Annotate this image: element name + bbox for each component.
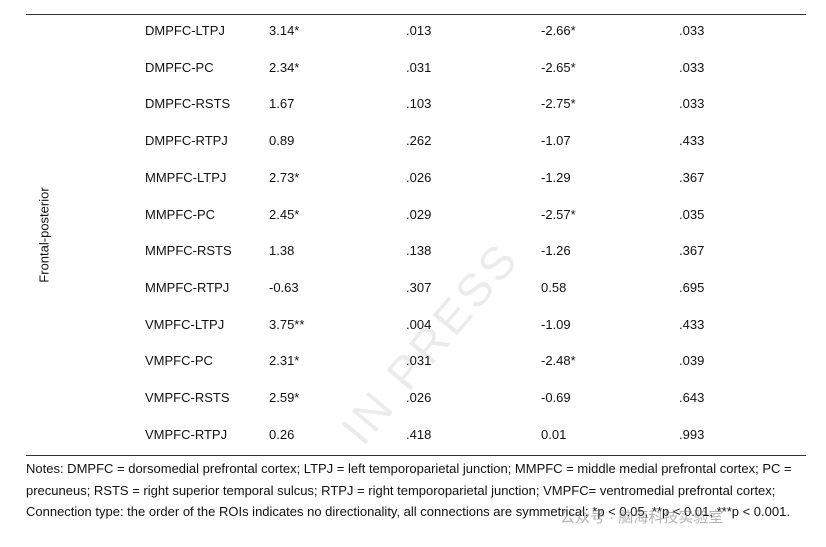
p-value-1: .029 xyxy=(406,206,432,222)
stat-1: -0.63 xyxy=(269,279,299,295)
p-value-2: .033 xyxy=(679,59,705,75)
roi-pair: VMPFC-LTPJ xyxy=(145,316,225,332)
stat-1: 1.38 xyxy=(269,243,295,259)
stat-2: -1.29 xyxy=(541,169,571,185)
roi-pair: MMPFC-RSTS xyxy=(145,243,232,259)
p-value-2: .035 xyxy=(679,206,705,222)
roi-pair: DMPFC-RTPJ xyxy=(145,133,228,149)
stat-1: 2.59* xyxy=(269,390,300,405)
p-value-1: .031 xyxy=(406,59,432,75)
p-value-2: .433 xyxy=(679,316,705,332)
p-value-1: .026 xyxy=(406,390,432,405)
p-value-1: .031 xyxy=(406,353,432,369)
stat-2: -2.66* xyxy=(541,23,576,38)
stat-1: 0.26 xyxy=(269,426,295,442)
notes: Notes: DMPFC = dorsomedial prefrontal co… xyxy=(26,461,792,519)
p-value-2: .695 xyxy=(679,279,705,295)
bottom-rule xyxy=(26,455,806,456)
p-value-2: .433 xyxy=(679,133,705,149)
p-value-1: .004 xyxy=(406,316,432,332)
stat-1: 2.31* xyxy=(269,353,300,369)
stat-1: 1.67 xyxy=(269,96,295,112)
p-value-1: .418 xyxy=(406,426,432,442)
p-value-1: .013 xyxy=(406,23,432,38)
stat-2: -2.48* xyxy=(541,353,576,369)
roi-pair: DMPFC-RSTS xyxy=(145,96,231,112)
roi-pair: DMPFC-LTPJ xyxy=(145,23,225,38)
p-value-2: .033 xyxy=(679,23,705,38)
stat-2: -0.69 xyxy=(541,390,571,405)
stat-2: -2.57* xyxy=(541,206,576,222)
roi-pair: MMPFC-RTPJ xyxy=(145,279,230,295)
p-value-2: .367 xyxy=(679,243,705,259)
stat-1: 3.14* xyxy=(269,23,300,38)
roi-pair: MMPFC-LTPJ xyxy=(145,169,227,185)
roi-pair: VMPFC-RSTS xyxy=(145,390,230,405)
stat-2: -2.65* xyxy=(541,59,576,75)
p-value-2: .643 xyxy=(679,390,705,405)
wechat-watermark: 公众号 · 脑海科技实验室 xyxy=(560,509,724,526)
p-value-2: .367 xyxy=(679,169,705,185)
stat-2: 0.01 xyxy=(541,426,567,442)
group-label: Frontal-posterior xyxy=(36,187,52,283)
top-rule xyxy=(26,14,806,15)
p-value-1: .103 xyxy=(406,96,432,112)
stat-1: 2.45* xyxy=(269,206,300,222)
p-value-2: .039 xyxy=(679,353,705,369)
p-value-1: .307 xyxy=(406,279,432,295)
stat-2: 0.58 xyxy=(541,279,567,295)
roi-pair: VMPFC-RTPJ xyxy=(145,426,228,442)
stat-2: -1.26 xyxy=(541,243,571,259)
stat-2: -1.07 xyxy=(541,133,571,149)
watermark: IN PRESS xyxy=(330,231,530,455)
stat-1: 2.34* xyxy=(269,59,300,75)
roi-pair: MMPFC-PC xyxy=(145,206,216,222)
p-value-2: .993 xyxy=(679,426,705,442)
p-value-1: .026 xyxy=(406,169,432,185)
stat-1: 3.75** xyxy=(269,316,305,332)
p-value-2: .033 xyxy=(679,96,705,112)
stat-1: 2.73* xyxy=(269,169,300,185)
p-value-1: .138 xyxy=(406,243,432,259)
roi-pair: DMPFC-PC xyxy=(145,59,214,75)
stat-1: 0.89 xyxy=(269,133,295,149)
stat-2: -1.09 xyxy=(541,316,571,332)
roi-pair: VMPFC-PC xyxy=(145,353,213,369)
p-value-1: .262 xyxy=(406,133,432,149)
stat-2: -2.75* xyxy=(541,96,576,112)
